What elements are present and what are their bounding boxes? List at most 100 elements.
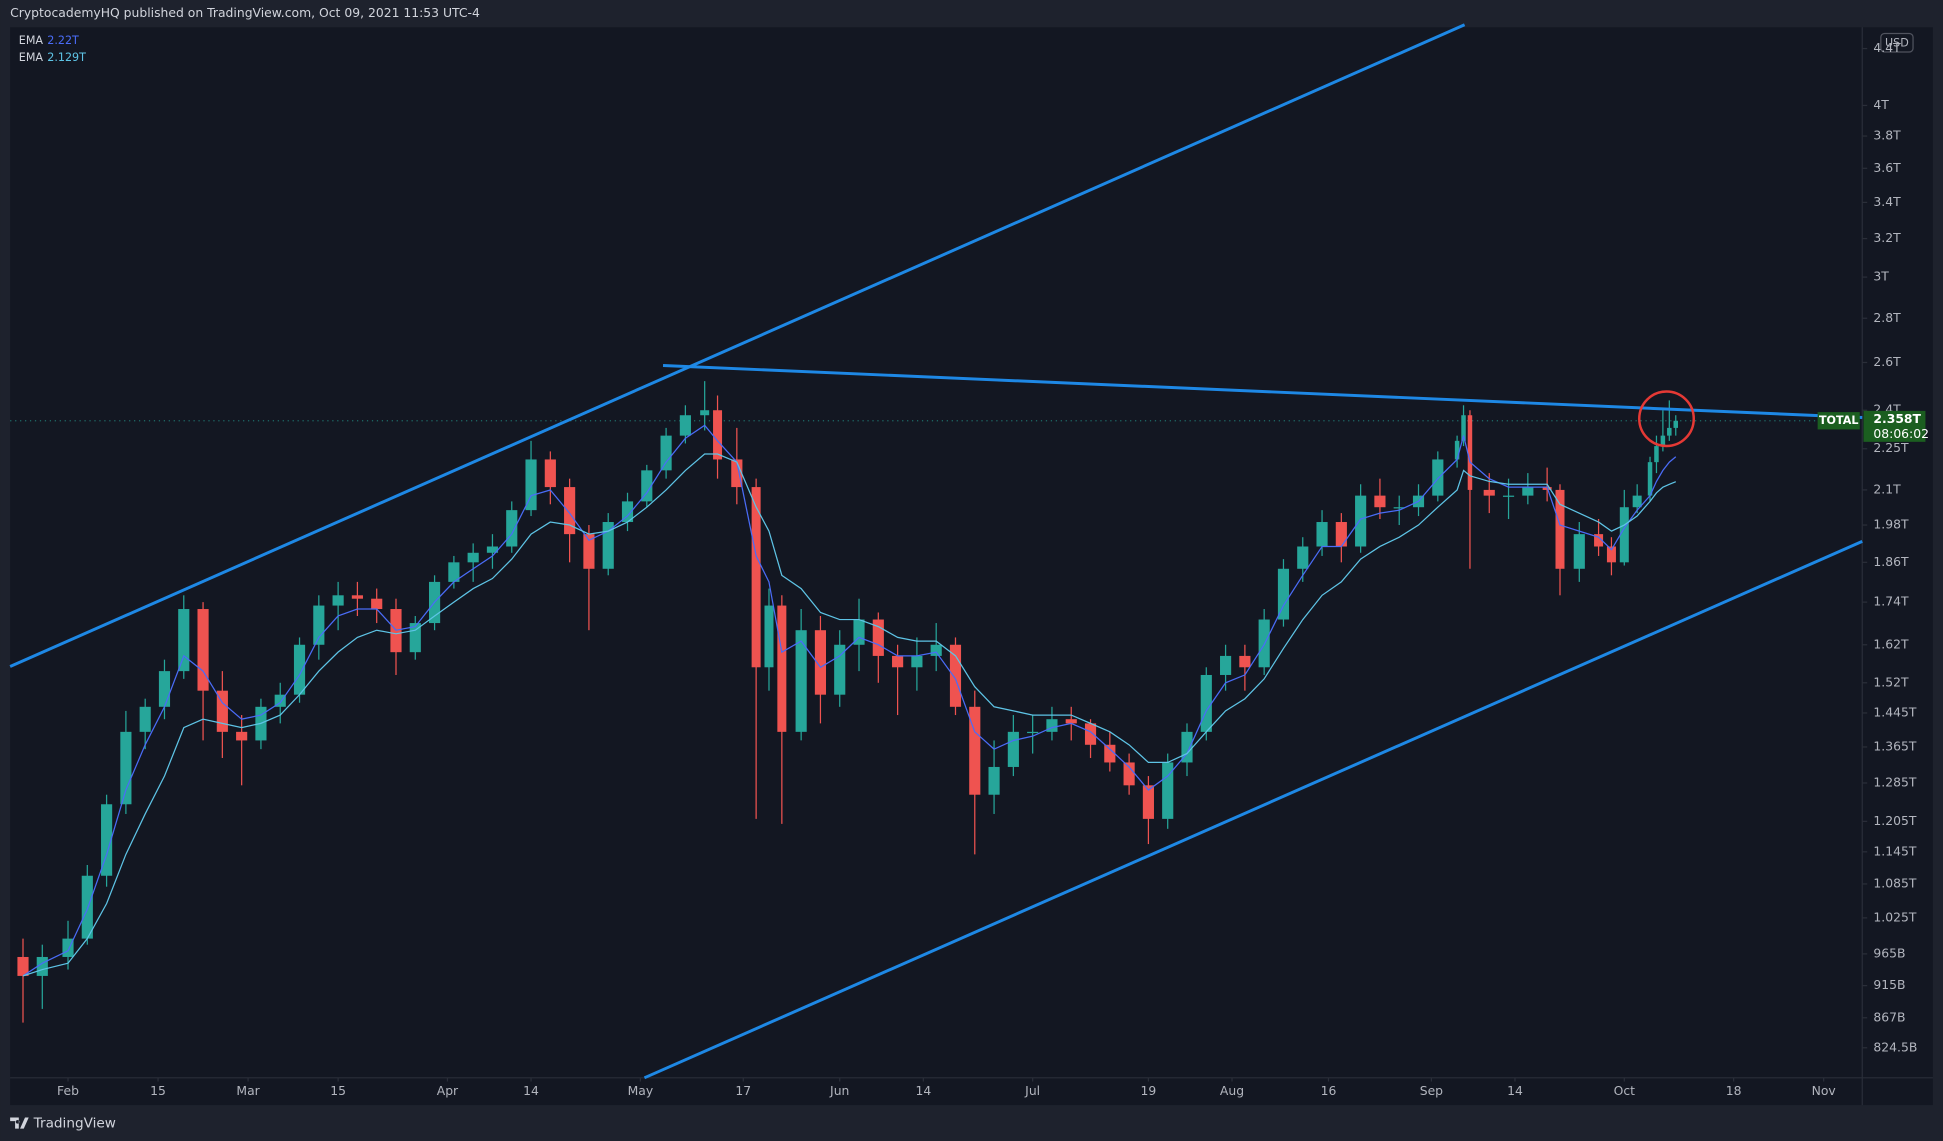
candle-body <box>236 731 248 741</box>
x-tick-label: 14 <box>1507 1084 1523 1098</box>
legend-value: 2.129T <box>47 51 86 64</box>
candle-body <box>525 459 537 511</box>
y-tick-label: 1.52T <box>1873 675 1909 689</box>
y-tick-label: 3T <box>1873 270 1889 284</box>
y-tick-label: 1.145T <box>1873 844 1916 858</box>
x-tick-label: 18 <box>1726 1084 1742 1098</box>
candle-body <box>621 501 634 523</box>
candle-body <box>1084 723 1097 745</box>
candle-body <box>1483 489 1495 496</box>
candle-body <box>1606 546 1616 563</box>
candle-body <box>660 435 672 471</box>
y-tick-label: 1.62T <box>1873 637 1909 651</box>
y-tick-label: 2.8T <box>1873 311 1901 325</box>
candle-body <box>795 630 807 732</box>
candle-body <box>1162 762 1174 819</box>
candle-body <box>1335 522 1347 547</box>
candle-body <box>17 956 29 976</box>
candle-body <box>274 694 286 707</box>
candle-body <box>1046 719 1058 732</box>
candle-body <box>351 595 363 599</box>
candle-body <box>101 804 113 876</box>
candle-body <box>949 644 962 707</box>
x-tick-label: 17 <box>735 1084 751 1098</box>
candle-body <box>988 766 1000 795</box>
candle-body <box>641 470 653 502</box>
y-tick-label: 2.1T <box>1873 482 1901 496</box>
symbol-box <box>1817 412 1860 430</box>
y-tick-label: 3.4T <box>1873 195 1901 209</box>
candle-body <box>1007 731 1019 767</box>
candle-body <box>467 552 479 563</box>
x-tick-label: Oct <box>1614 1084 1636 1098</box>
candle-body <box>583 534 595 569</box>
candle-body <box>1355 495 1367 547</box>
y-tick-label: 965B <box>1873 946 1905 960</box>
x-tick-label: Apr <box>437 1084 459 1098</box>
candle-body <box>139 706 151 732</box>
currency: USD <box>1885 36 1909 49</box>
x-tick-label: 16 <box>1321 1084 1337 1098</box>
candle-body <box>81 875 93 939</box>
candle-body <box>332 595 344 606</box>
candle-body <box>158 671 171 707</box>
candle-body <box>1220 655 1232 675</box>
x-tick-label: Feb <box>57 1084 79 1098</box>
candle-body <box>1200 674 1212 732</box>
y-tick-label: 3.8T <box>1873 129 1901 143</box>
candle-body <box>602 522 614 569</box>
candle-body <box>293 644 306 695</box>
candle-body <box>313 605 325 645</box>
candle-body <box>1432 459 1444 496</box>
symbol-label: TOTAL <box>1819 414 1858 427</box>
candle-body <box>1667 427 1672 436</box>
y-tick-label: 1.365T <box>1873 739 1916 753</box>
x-tick-label: Mar <box>236 1084 260 1098</box>
y-tick-label: 4T <box>1873 98 1889 112</box>
candle-body <box>872 619 884 656</box>
candle-body <box>1632 495 1642 508</box>
candle-body <box>216 690 228 732</box>
candle-body <box>911 655 923 668</box>
candle-body <box>1619 507 1629 563</box>
candle-body <box>1461 415 1466 441</box>
candle-body <box>853 619 865 645</box>
candle-body <box>1522 487 1534 496</box>
x-tick-label: Jul <box>1024 1084 1040 1098</box>
candle-body <box>892 655 904 668</box>
candle-body <box>1142 785 1154 819</box>
candle-body <box>834 644 846 695</box>
x-tick-label: 15 <box>150 1084 166 1098</box>
ema-line <box>22 424 1677 977</box>
x-tick-label: Sep <box>1420 1084 1443 1098</box>
y-tick-label: 1.86T <box>1873 555 1909 569</box>
candle-body <box>764 605 774 668</box>
candle-body <box>1297 546 1309 569</box>
currency-box <box>1880 32 1914 53</box>
candle-body <box>62 938 74 957</box>
candle-body <box>1573 534 1585 569</box>
y-tick-label: 824.5B <box>1873 1040 1917 1054</box>
y-tick-label: 915B <box>1873 978 1905 992</box>
y-tick-label: 3.6T <box>1873 161 1901 175</box>
y-tick-label: 1.285T <box>1873 775 1916 789</box>
candle-body <box>1181 731 1193 763</box>
tradingview-logo <box>10 1117 29 1129</box>
candle-body <box>1277 568 1290 620</box>
candle-body <box>700 410 710 416</box>
candle-body <box>178 609 190 672</box>
candle-body <box>1502 495 1515 497</box>
candle-body <box>197 609 209 691</box>
y-tick-label: 1.445T <box>1873 705 1916 719</box>
highlight-circle <box>1638 390 1696 448</box>
candle-body <box>1654 446 1659 463</box>
candle-body <box>731 459 743 488</box>
x-tick-label: Aug <box>1220 1084 1244 1098</box>
legend-name: EMA <box>19 34 44 47</box>
y-tick-label: 1.74T <box>1873 595 1909 609</box>
chart-area <box>10 27 1933 1106</box>
legend-name: EMA <box>19 51 44 64</box>
y-tick-label: 867B <box>1873 1010 1905 1024</box>
candle-body <box>1673 420 1679 428</box>
